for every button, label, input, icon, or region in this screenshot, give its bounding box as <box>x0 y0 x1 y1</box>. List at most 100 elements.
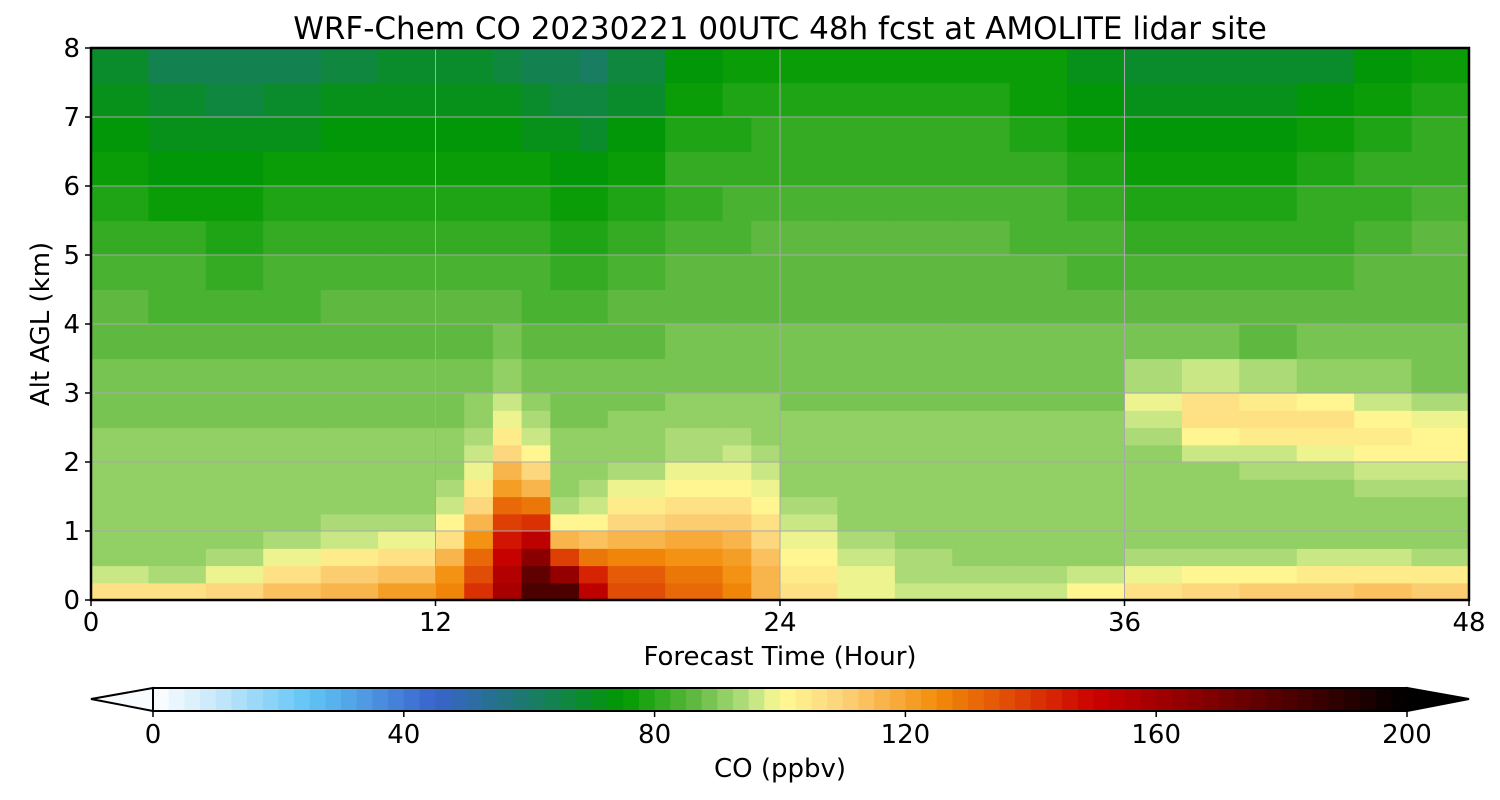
contour-cell <box>722 444 752 463</box>
contour-cell <box>148 220 207 256</box>
contour-cell <box>148 358 207 394</box>
contour-cell <box>263 48 322 84</box>
contour-cell <box>579 82 609 118</box>
contour-cell <box>1296 117 1355 153</box>
contour-cell <box>91 582 150 600</box>
contour-cell <box>1124 324 1183 360</box>
contour-cell <box>1009 393 1068 411</box>
contour-cell <box>521 479 551 498</box>
colorbar-max-extension <box>1406 686 1470 713</box>
contour-cell <box>1411 444 1469 463</box>
contour-cell <box>952 255 1011 291</box>
contour-cell <box>952 220 1011 256</box>
contour-cell <box>492 289 523 325</box>
contour-cell <box>550 48 580 84</box>
contour-cell <box>550 531 580 549</box>
contour-cell <box>1124 444 1183 463</box>
contour-cell <box>263 531 322 549</box>
contour-cell <box>579 220 609 256</box>
contour-cell <box>751 82 781 118</box>
contour-cell <box>148 186 207 222</box>
contour-cell <box>1009 186 1068 222</box>
contour-cell <box>320 462 379 480</box>
contour-cell <box>1124 582 1183 600</box>
colorbar-swatch <box>231 688 248 711</box>
contour-cell <box>263 393 322 411</box>
contour-cell <box>550 220 580 256</box>
contour-cell <box>665 410 724 429</box>
contour-cell <box>1067 255 1126 291</box>
contour-cell <box>91 410 150 429</box>
contour-cell <box>521 393 551 411</box>
contour-cell <box>837 255 896 291</box>
colorbar-swatch <box>294 688 311 711</box>
contour-cell <box>550 548 580 567</box>
contour-cell <box>1181 117 1240 153</box>
contour-cell <box>1181 186 1240 222</box>
contour-cell <box>521 582 551 600</box>
contour-cell <box>722 565 752 584</box>
contour-cell <box>320 255 379 291</box>
contour-cell <box>1296 358 1355 394</box>
colorbar-swatch <box>1203 688 1220 711</box>
contour-cell <box>607 479 666 498</box>
contour-cell <box>378 531 437 549</box>
contour-cell <box>579 255 609 291</box>
contour-cell <box>607 410 666 429</box>
contour-cell <box>1009 220 1068 256</box>
contour-cell <box>378 565 437 584</box>
contour-cell <box>492 496 523 515</box>
contour-cell <box>91 427 150 446</box>
contour-cell <box>435 582 465 600</box>
colorbar-swatch <box>764 688 781 711</box>
contour-cell <box>521 151 551 187</box>
colorbar-swatch <box>497 688 515 711</box>
contour-cell <box>464 117 494 153</box>
contour-cell <box>894 324 953 360</box>
contour-cell <box>722 151 752 187</box>
contour-cell <box>722 582 752 600</box>
contour-cell <box>837 324 896 360</box>
contour-cell <box>205 462 264 480</box>
contour-cell <box>751 462 781 480</box>
contour-cell <box>91 220 150 256</box>
contour-cell <box>837 531 896 549</box>
colorbar-swatch <box>1344 688 1361 711</box>
contour-cell <box>1124 565 1183 584</box>
contour-cell <box>780 496 839 515</box>
contour-cell <box>263 358 322 394</box>
contour-cell <box>148 462 207 480</box>
contour-cell <box>1067 358 1126 394</box>
contour-cell <box>837 186 896 222</box>
contour-cell <box>378 479 437 498</box>
contour-cell <box>550 186 580 222</box>
contour-cell <box>1239 220 1298 256</box>
contour-cell <box>550 255 580 291</box>
y-tick-label: 7 <box>63 103 80 133</box>
contour-cell <box>952 393 1011 411</box>
contour-cell <box>722 289 752 325</box>
contour-cell <box>607 82 666 118</box>
contour-cell <box>492 513 523 532</box>
contour-cell <box>837 289 896 325</box>
contour-cell <box>579 358 609 394</box>
contour-cell <box>521 220 551 256</box>
colorbar-swatch <box>936 688 953 711</box>
colorbar-swatch <box>889 688 906 711</box>
contour-cell <box>1239 531 1298 549</box>
contour-cell <box>751 393 781 411</box>
contour-cell <box>780 462 839 480</box>
contour-cell <box>464 82 494 118</box>
contour-cell <box>148 531 207 549</box>
contour-cell <box>579 582 609 600</box>
contour-cell <box>665 117 724 153</box>
contour-cell <box>1009 358 1068 394</box>
colorbar-swatch <box>247 688 264 711</box>
contour-cell <box>837 479 896 498</box>
contour-cell <box>837 220 896 256</box>
contour-cell <box>91 324 150 360</box>
contour-cell <box>550 496 580 515</box>
contour-cell <box>751 548 781 567</box>
colorbar-swatch <box>1046 688 1063 711</box>
contour-cell <box>894 117 953 153</box>
